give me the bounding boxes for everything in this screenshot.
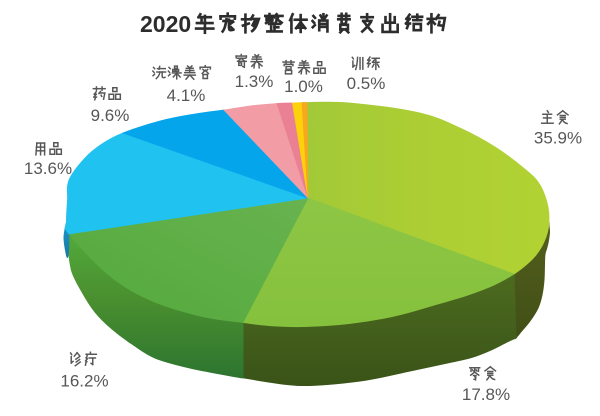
svg-text:13.6%: 13.6% bbox=[24, 159, 72, 178]
svg-text:17.8%: 17.8% bbox=[462, 385, 510, 404]
svg-text:9.6%: 9.6% bbox=[91, 106, 130, 125]
svg-text:2020: 2020 bbox=[140, 11, 191, 37]
svg-text:1.3%: 1.3% bbox=[235, 72, 274, 91]
svg-text:35.9%: 35.9% bbox=[534, 129, 582, 148]
svg-text:16.2%: 16.2% bbox=[60, 372, 108, 391]
svg-text:4.1%: 4.1% bbox=[167, 86, 206, 105]
svg-text:1.0%: 1.0% bbox=[284, 77, 323, 96]
svg-text:0.5%: 0.5% bbox=[347, 74, 386, 93]
